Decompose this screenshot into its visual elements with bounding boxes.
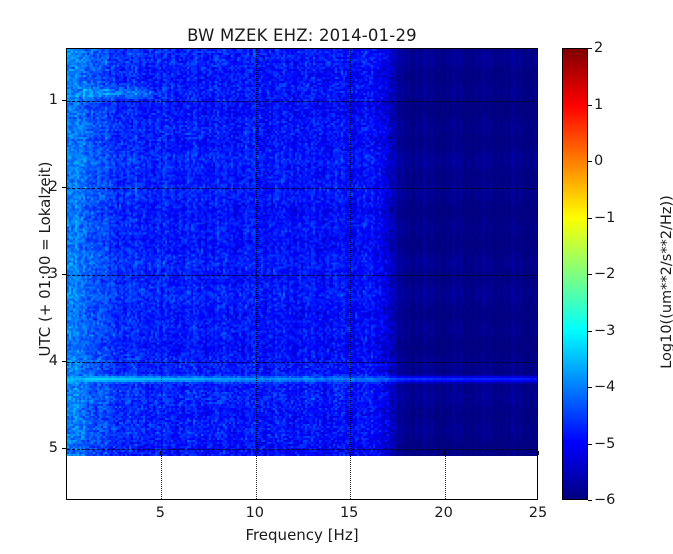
no-data-region: [67, 456, 537, 499]
colorbar-tick-label: −4: [594, 379, 616, 395]
colorbar-tick-label: 1: [594, 96, 604, 113]
colorbar-tick-label: −3: [594, 322, 616, 339]
vertical-gridline: [350, 49, 352, 499]
x-axis-label: Frequency [Hz]: [245, 526, 359, 544]
plot-axes: [66, 48, 538, 500]
horizontal-gridline: [67, 275, 537, 276]
colorbar-tick-label: −6: [594, 492, 616, 508]
vertical-gridline: [444, 49, 446, 499]
colorbar-tick-mark: [588, 274, 592, 275]
vertical-gridline: [255, 49, 257, 499]
x-tick-mark: [254, 451, 256, 455]
y-tick-label: 3: [48, 266, 58, 282]
colorbar: [562, 48, 588, 500]
colorbar-canvas: [563, 49, 587, 499]
x-tick-label: 20: [434, 505, 453, 521]
spectrogram-canvas: [67, 49, 537, 456]
y-tick-mark: [62, 187, 66, 189]
colorbar-tick-mark: [588, 161, 592, 162]
vertical-gridline: [161, 49, 163, 499]
colorbar-tick-label: 0: [594, 153, 604, 169]
horizontal-gridline: [67, 361, 537, 363]
y-tick-mark: [62, 360, 66, 362]
x-tick-label: 5: [155, 505, 166, 521]
colorbar-tick-label: −1: [594, 209, 616, 226]
spectrogram-image: [67, 49, 537, 456]
colorbar-tick-mark: [588, 217, 592, 219]
colorbar-tick-mark: [588, 48, 592, 49]
x-tick-mark: [443, 451, 445, 455]
horizontal-gridline: [67, 101, 537, 103]
y-tick-label: 2: [48, 179, 58, 196]
x-tick-mark: [160, 451, 162, 455]
y-tick-label: 5: [48, 439, 58, 456]
y-tick-label: 4: [48, 352, 58, 369]
colorbar-tick-label: −5: [594, 435, 616, 452]
colorbar-tick-mark: [588, 387, 592, 388]
horizontal-gridline: [67, 448, 537, 450]
y-tick-mark: [62, 274, 66, 275]
colorbar-tick-mark: [588, 330, 592, 332]
horizontal-gridline: [67, 188, 537, 190]
colorbar-tick-mark: [588, 500, 592, 501]
x-tick-label: 10: [245, 505, 265, 521]
x-tick-label: 15: [339, 505, 359, 521]
y-axis-label: UTC (+ 01:00 = Lokalzeit): [36, 161, 54, 357]
x-tick-label: 25: [528, 505, 548, 521]
colorbar-tick-label: −2: [594, 266, 616, 282]
y-tick-mark: [62, 100, 66, 102]
y-tick-label: 1: [48, 92, 58, 109]
colorbar-tick-label: 2: [594, 40, 604, 56]
x-tick-mark: [538, 451, 539, 455]
colorbar-tick-mark: [588, 104, 592, 106]
y-tick-mark: [62, 447, 66, 449]
x-tick-mark: [349, 451, 351, 455]
page-title: BW MZEK EHZ: 2014-01-29: [187, 26, 417, 45]
colorbar-tick-mark: [588, 443, 592, 445]
colorbar-label: Log10((um**2/s**2/Hz)): [659, 195, 673, 369]
